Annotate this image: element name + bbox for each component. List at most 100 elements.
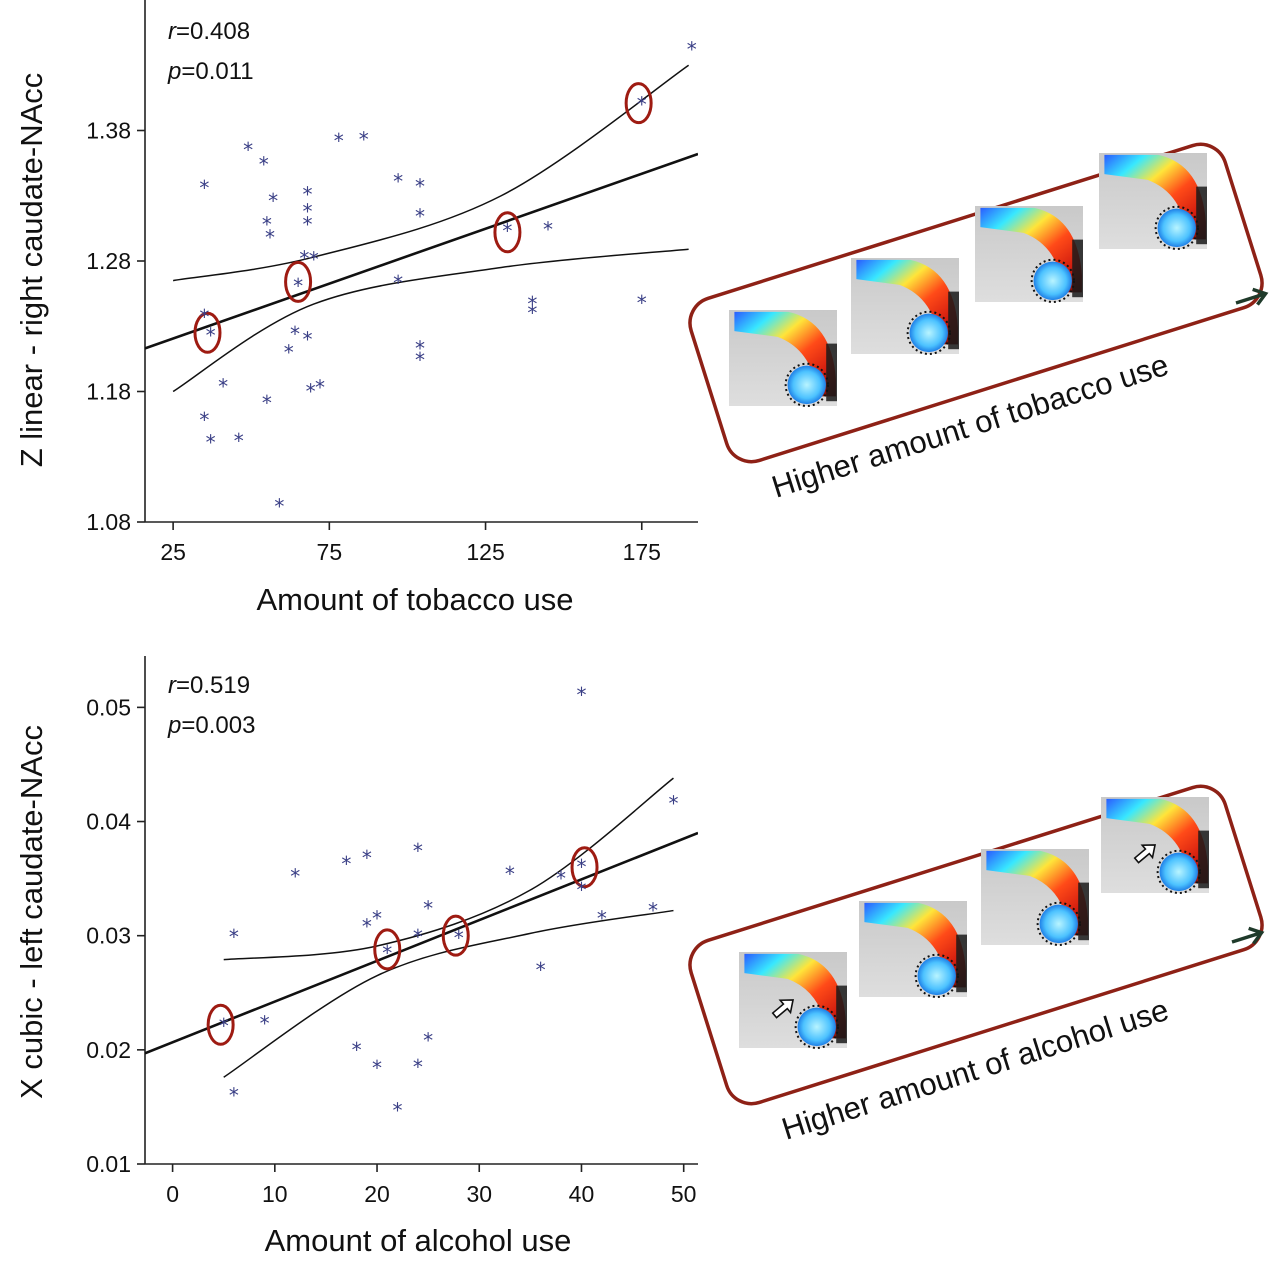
alcohol-points: ********* ***************** **: [219, 683, 679, 1123]
highlight-ring: [284, 260, 313, 303]
data-point: *: [415, 175, 425, 199]
data-point: *: [597, 907, 607, 931]
y-tick-label: 1.38: [86, 118, 131, 144]
data-point: *: [687, 38, 697, 62]
highlight-ring: [441, 914, 470, 957]
data-point: *: [290, 322, 300, 346]
data-point: *: [576, 855, 586, 879]
r-value: =0.519: [176, 672, 250, 699]
data-point: *: [206, 430, 216, 454]
data-point: *: [502, 219, 512, 243]
data-point: *: [543, 218, 553, 242]
highlight-ring: [373, 928, 402, 971]
p-symbol: p: [167, 58, 181, 85]
data-point: *: [309, 248, 319, 272]
data-point: *: [259, 152, 269, 176]
data-point: *: [274, 494, 284, 518]
data-point: *: [218, 374, 228, 398]
brain-slice-image: [975, 206, 1083, 303]
alcohol-tick-labels: 0 10 20 30 40 50 0.01 0.02 0.03 0.04 0.05: [86, 694, 696, 1207]
alcohol-x-axis-label: Amount of alcohol use: [265, 1223, 572, 1258]
data-point: *: [648, 899, 658, 923]
data-point: *: [290, 864, 300, 888]
arrow-icon: [771, 999, 795, 1019]
brain-slice-image: [1099, 153, 1207, 250]
data-point: *: [306, 380, 316, 404]
brain-slice-image: [739, 952, 847, 1049]
highlight-ring: [493, 211, 522, 254]
data-point: *: [576, 683, 586, 707]
x-tick-label: 125: [466, 539, 504, 565]
data-point: *: [284, 340, 294, 364]
tobacco-fit-lines: [145, 64, 698, 393]
brain-slice-image: [851, 258, 959, 355]
data-point: *: [413, 925, 423, 949]
data-point: *: [199, 408, 209, 432]
data-point: *: [229, 1084, 239, 1108]
x-tick-label: 175: [623, 539, 661, 565]
y-tick-label: 0.01: [86, 1151, 131, 1177]
tobacco-y-axis-label: Z linear - right caudate-NAcc: [14, 73, 49, 468]
ci-upper-curve: [172, 64, 690, 282]
data-point: *: [352, 1038, 362, 1062]
data-point: *: [527, 292, 537, 316]
data-point: *: [219, 1014, 229, 1038]
data-point: *: [341, 852, 351, 876]
roi-dotted-circle: [1154, 205, 1199, 250]
x-tick-label: 25: [160, 539, 186, 565]
arrow-icon: [1133, 844, 1157, 864]
alcohol-brain-panel: Higher amount of alcohol use: [688, 784, 1265, 1147]
panel-frame: [688, 142, 1264, 464]
x-tick-label: 50: [671, 1181, 697, 1207]
data-point: *: [668, 791, 678, 815]
roi-dotted-circle: [1030, 258, 1075, 303]
data-point: *: [302, 199, 312, 223]
alcohol-highlight-rings: [206, 846, 599, 1046]
data-point: *: [302, 212, 312, 236]
r-value: =0.408: [176, 18, 250, 45]
data-point: *: [505, 862, 515, 886]
alcohol-p-stat: p=0.003: [167, 712, 255, 739]
arrow-right-icon: [1235, 287, 1269, 306]
data-point: *: [315, 376, 325, 400]
alcohol-axes: [137, 656, 698, 1172]
data-point: *: [637, 92, 647, 116]
y-tick-label: 1.18: [86, 379, 131, 405]
data-point: *: [362, 846, 372, 870]
y-tick-label: 0.05: [86, 694, 131, 720]
tobacco-tick-labels: 25 75 125 175 1.08 1.18 1.28 1.38: [86, 118, 661, 566]
arrow-right-icon: [1231, 926, 1265, 945]
data-point: *: [234, 429, 244, 453]
data-point: *: [415, 348, 425, 372]
r-symbol: r: [168, 672, 177, 699]
data-point: *: [536, 958, 546, 982]
x-tick-label: 20: [364, 1181, 390, 1207]
data-point: *: [423, 896, 433, 920]
p-value: =0.011: [181, 58, 253, 85]
roi-dotted-circle: [794, 1004, 839, 1049]
data-point: *: [293, 274, 303, 298]
roi-dotted-circle: [914, 953, 959, 998]
data-point: *: [265, 226, 275, 250]
data-point: *: [302, 182, 312, 206]
highlight-ring: [624, 82, 653, 125]
data-point: *: [576, 878, 586, 902]
tobacco-p-stat: p=0.011: [167, 58, 254, 85]
data-point: *: [556, 867, 566, 891]
data-point: *: [372, 907, 382, 931]
x-tick-label: 40: [569, 1181, 595, 1207]
data-point: *: [413, 839, 423, 863]
highlight-ring: [193, 311, 222, 354]
data-point: *: [268, 189, 278, 213]
data-point: *: [637, 291, 647, 315]
highlight-ring: [206, 1003, 235, 1046]
data-point: *: [260, 1012, 270, 1036]
data-point: *: [454, 926, 464, 950]
tobacco-points: ************************** **************: [199, 38, 696, 519]
data-point: *: [413, 1055, 423, 1079]
data-point: *: [199, 176, 209, 200]
data-point: *: [372, 1056, 382, 1080]
brain-slice-image: [1101, 797, 1209, 894]
data-point: *: [206, 323, 216, 347]
tobacco-x-axis-label: Amount of tobacco use: [256, 582, 573, 617]
